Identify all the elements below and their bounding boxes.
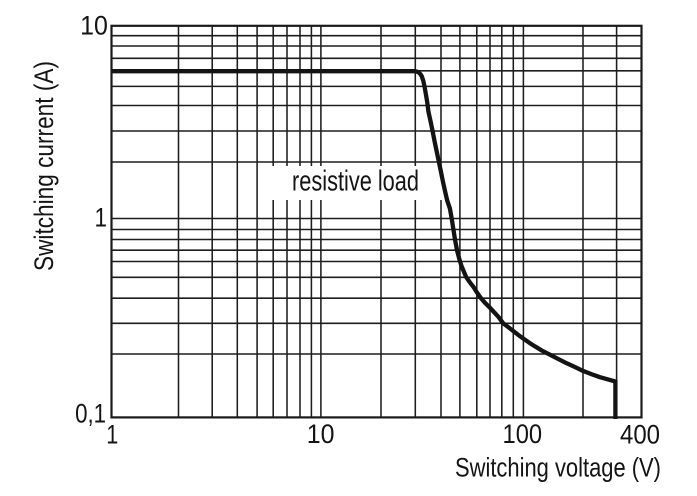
svg-text:1: 1 — [95, 203, 107, 232]
svg-text:0,1: 0,1 — [75, 400, 106, 429]
svg-text:resistive load: resistive load — [292, 165, 419, 197]
svg-text:Switching current (A): Switching current (A) — [29, 61, 59, 271]
svg-text:100: 100 — [503, 420, 543, 450]
svg-text:Switching voltage (V): Switching voltage (V) — [455, 453, 661, 483]
svg-text:10: 10 — [80, 10, 108, 41]
svg-text:400: 400 — [620, 420, 660, 450]
svg-text:1: 1 — [106, 420, 118, 450]
svg-text:10: 10 — [307, 418, 335, 449]
